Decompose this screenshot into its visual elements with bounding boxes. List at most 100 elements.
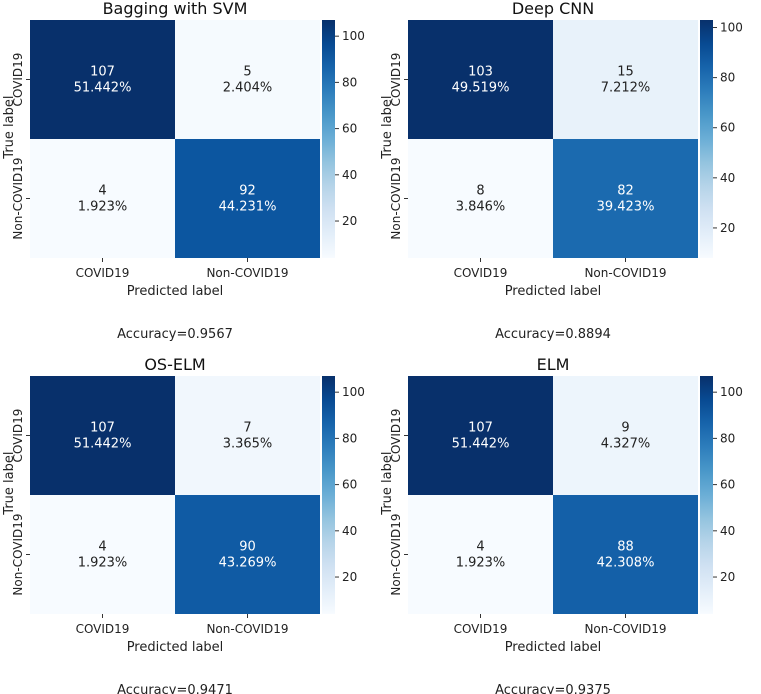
panel-2-colorbar-tick-label-3: 80 bbox=[720, 71, 735, 85]
panel-1-colorbar-tick-label-2: 60 bbox=[342, 122, 357, 136]
panel-4-cell-1-0 bbox=[408, 495, 553, 614]
panel-3-cell-1-1 bbox=[175, 495, 320, 614]
panel-2-colorbar bbox=[700, 20, 713, 258]
panel-4-cell-count-0-1: 9 bbox=[621, 421, 629, 436]
panel-4-x-tick-label-1: Non-COVID19 bbox=[584, 622, 666, 636]
panel-1-cell-percent-0-1: 2.404% bbox=[223, 81, 273, 96]
panel-3-colorbar-tick-label-0: 20 bbox=[342, 570, 357, 584]
panel-4-colorbar-tick-label-0: 20 bbox=[720, 570, 735, 584]
panel-1-xlabel: Predicted label bbox=[127, 284, 224, 299]
panel-3-cell-count-1-1: 90 bbox=[239, 540, 256, 555]
panel-3-cell-0-0 bbox=[30, 376, 175, 495]
panel-1-cell-0-0 bbox=[30, 20, 175, 139]
panel-2-accuracy: Accuracy=0.8894 bbox=[495, 327, 611, 342]
panel-3-colorbar-tick-label-1: 40 bbox=[342, 524, 357, 538]
panel-1-ylabel: True label bbox=[2, 96, 17, 160]
panel-1-colorbar-tick-label-3: 80 bbox=[342, 75, 357, 89]
panel-1-cell-0-1 bbox=[175, 20, 320, 139]
panel-3-xlabel: Predicted label bbox=[127, 640, 224, 655]
panel-1-y-tick-label-1: Non-COVID19 bbox=[11, 157, 25, 239]
panel-1-cell-count-0-0: 107 bbox=[90, 65, 115, 80]
panel-1-cell-1-0 bbox=[30, 139, 175, 258]
panel-3-cell-percent-0-1: 3.365% bbox=[223, 437, 273, 452]
panel-1-cell-percent-0-0: 51.442% bbox=[74, 81, 132, 96]
panel-3-colorbar-tick-label-2: 60 bbox=[342, 478, 357, 492]
panel-3-accuracy: Accuracy=0.9471 bbox=[117, 683, 233, 694]
panel-3-cell-count-1-0: 4 bbox=[98, 540, 106, 555]
panel-1-cell-percent-1-0: 1.923% bbox=[78, 200, 128, 215]
panel-1-cell-count-1-1: 92 bbox=[239, 184, 256, 199]
panel-4-cell-percent-0-0: 51.442% bbox=[452, 437, 510, 452]
panel-1-x-tick-label-0: COVID19 bbox=[76, 266, 130, 280]
panel-2-cell-1-1 bbox=[553, 139, 698, 258]
panel-4-cell-1-1 bbox=[553, 495, 698, 614]
panel-4-cell-percent-1-0: 1.923% bbox=[456, 556, 506, 571]
panel-2-xlabel: Predicted label bbox=[505, 284, 602, 299]
panel-1-title: Bagging with SVM bbox=[103, 0, 248, 18]
panel-1-cell-count-1-0: 4 bbox=[98, 184, 106, 199]
panel-2-y-tick-label-1: Non-COVID19 bbox=[389, 157, 403, 239]
panel-3-colorbar bbox=[322, 376, 335, 614]
panel-2-cell-count-0-1: 15 bbox=[617, 65, 634, 80]
panel-3-y-tick-label-0: COVID19 bbox=[11, 409, 25, 463]
panel-2-ylabel: True label bbox=[380, 96, 395, 160]
panel-2-cell-count-1-0: 8 bbox=[476, 184, 484, 199]
panel-4-ylabel: True label bbox=[380, 452, 395, 516]
panel-4-y-tick-label-1: Non-COVID19 bbox=[389, 513, 403, 595]
panel-2-y-tick-label-0: COVID19 bbox=[389, 53, 403, 107]
panel-3-title: OS-ELM bbox=[144, 355, 205, 374]
panel-1-cell-1-1 bbox=[175, 139, 320, 258]
panel-3-ylabel: True label bbox=[2, 452, 17, 516]
panel-3-colorbar-tick-label-3: 80 bbox=[342, 431, 357, 445]
panel-4-cell-count-0-0: 107 bbox=[468, 421, 493, 436]
panel-4-title: ELM bbox=[537, 355, 570, 374]
panel-2-cell-0-0 bbox=[408, 20, 553, 139]
panel-4-cell-percent-1-1: 42.308% bbox=[597, 556, 655, 571]
panel-2-colorbar-tick-label-0: 20 bbox=[720, 221, 735, 235]
panel-3-cell-1-0 bbox=[30, 495, 175, 614]
panel-2-colorbar-tick-label-2: 60 bbox=[720, 121, 735, 135]
panel-4-xlabel: Predicted label bbox=[505, 640, 602, 655]
panel-1-accuracy: Accuracy=0.9567 bbox=[117, 327, 233, 342]
panel-3-cell-percent-1-1: 43.269% bbox=[219, 556, 277, 571]
panel-1-x-tick-label-1: Non-COVID19 bbox=[206, 266, 288, 280]
panel-4-colorbar-tick-label-4: 100 bbox=[720, 385, 743, 399]
panel-2-cell-percent-0-1: 7.212% bbox=[601, 81, 651, 96]
panel-1-y-tick-label-0: COVID19 bbox=[11, 53, 25, 107]
panel-3-cell-0-1 bbox=[175, 376, 320, 495]
panel-1-colorbar-tick-label-0: 20 bbox=[342, 214, 357, 228]
panel-1-cell-count-0-1: 5 bbox=[243, 65, 251, 80]
panel-2-cell-percent-1-1: 39.423% bbox=[597, 200, 655, 215]
panel-4-cell-0-0 bbox=[408, 376, 553, 495]
panel-2-x-tick-label-1: Non-COVID19 bbox=[584, 266, 666, 280]
panel-3-cell-percent-1-0: 1.923% bbox=[78, 556, 128, 571]
panel-4-colorbar-tick-label-3: 80 bbox=[720, 431, 735, 445]
panel-3-cell-count-0-1: 7 bbox=[243, 421, 251, 436]
panel-2-cell-0-1 bbox=[553, 20, 698, 139]
panel-2-colorbar-tick-label-4: 100 bbox=[720, 21, 743, 35]
panel-1-colorbar-tick-label-4: 100 bbox=[342, 29, 365, 43]
panel-3-cell-count-0-0: 107 bbox=[90, 421, 115, 436]
panel-4-accuracy: Accuracy=0.9375 bbox=[495, 683, 611, 694]
panel-1-colorbar-tick-label-1: 40 bbox=[342, 168, 357, 182]
panel-2-cell-percent-0-0: 49.519% bbox=[452, 81, 510, 96]
panel-3-x-tick-label-1: Non-COVID19 bbox=[206, 622, 288, 636]
panel-2-x-tick-label-0: COVID19 bbox=[454, 266, 508, 280]
panel-3-cell-percent-0-0: 51.442% bbox=[74, 437, 132, 452]
panel-3-y-tick-label-1: Non-COVID19 bbox=[11, 513, 25, 595]
panel-2-colorbar-tick-label-1: 40 bbox=[720, 171, 735, 185]
panel-2-title: Deep CNN bbox=[512, 0, 594, 18]
panel-4-colorbar-tick-label-2: 60 bbox=[720, 478, 735, 492]
panel-3-x-tick-label-0: COVID19 bbox=[76, 622, 130, 636]
panel-4-x-tick-label-0: COVID19 bbox=[454, 622, 508, 636]
panel-2-cell-count-1-1: 82 bbox=[617, 184, 634, 199]
panel-4-cell-count-1-0: 4 bbox=[476, 540, 484, 555]
panel-3-colorbar-tick-label-4: 100 bbox=[342, 385, 365, 399]
panel-4-colorbar-tick-label-1: 40 bbox=[720, 524, 735, 538]
panel-2-cell-percent-1-0: 3.846% bbox=[456, 200, 506, 215]
panel-2-cell-count-0-0: 103 bbox=[468, 65, 493, 80]
panel-2-cell-1-0 bbox=[408, 139, 553, 258]
panel-4-cell-percent-0-1: 4.327% bbox=[601, 437, 651, 452]
panel-4-y-tick-label-0: COVID19 bbox=[389, 409, 403, 463]
